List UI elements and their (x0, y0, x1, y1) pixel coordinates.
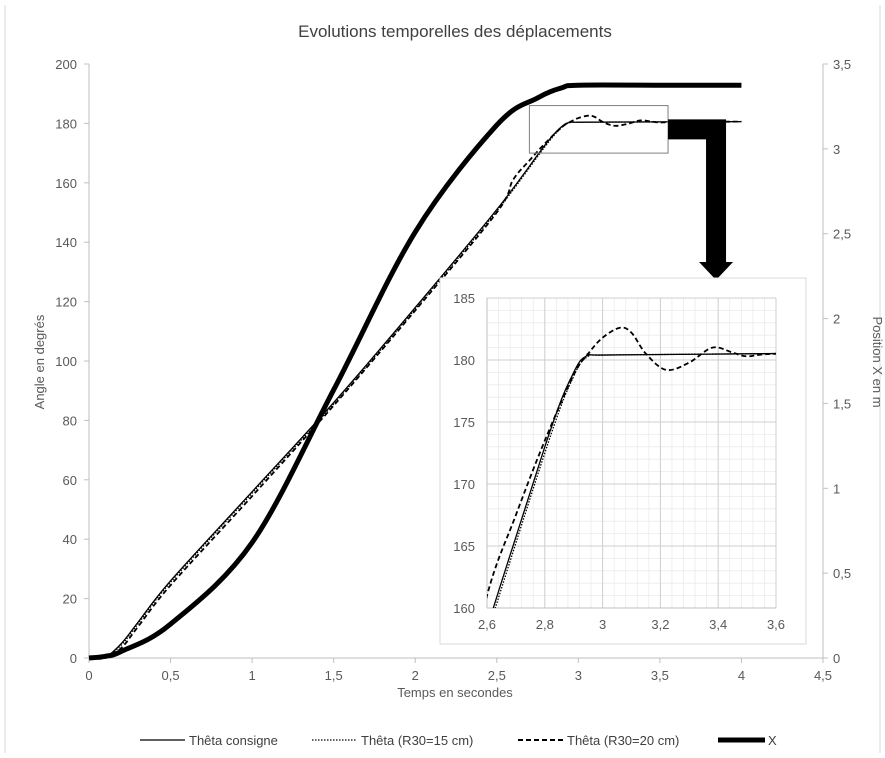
inset-x-tick-label: 2,6 (478, 617, 496, 632)
series-line-th-ta-consigne (88, 120, 742, 660)
plot-area: 0 0,5 1 1,5 2 2,5 3 3,5 4 4,502040608010012014016… (55, 57, 851, 683)
legend-label-x: X (768, 733, 777, 748)
inset-x-tick-label: 3,6 (767, 617, 785, 632)
legend-label-theta-r15: Thêta (R30=15 cm) (361, 733, 473, 748)
y2-tick-label: 3 (833, 142, 840, 157)
inset-x-tick-label: 3 (599, 617, 606, 632)
y-tick-label: 200 (55, 57, 77, 72)
y-tick-label: 40 (63, 532, 77, 547)
y2-tick-label: 1 (833, 481, 840, 496)
inset-y-tick-label: 170 (453, 477, 475, 492)
inset-y-tick-label: 185 (453, 291, 475, 306)
y2-tick-label: 2,5 (833, 227, 851, 242)
x-tick-label: 0 (85, 668, 92, 683)
y-tick-label: 160 (55, 176, 77, 191)
y-tick-label: 0 (70, 651, 77, 666)
x-tick-label: 1,5 (325, 668, 343, 683)
inset-x-tick-label: 2,8 (536, 617, 554, 632)
y2-tick-label: 2 (833, 312, 840, 327)
x-tick-label: 3 (575, 668, 582, 683)
y2-tick-label: 1,5 (833, 396, 851, 411)
x-axis-label: Temps en secondes (397, 685, 513, 700)
y-tick-label: 140 (55, 235, 77, 250)
x-tick-label: 2 (412, 668, 419, 683)
x-tick-label: 3,5 (651, 668, 669, 683)
inset-series-group (487, 326, 776, 608)
chart-title: Evolutions temporelles des déplacements (298, 22, 612, 41)
y2-tick-label: 0 (833, 651, 840, 666)
inset-x-tick-label: 3,2 (651, 617, 669, 632)
y-tick-label: 180 (55, 116, 77, 131)
series-line-x (88, 82, 742, 661)
y2-tick-label: 3,5 (833, 57, 851, 72)
y-axis-label: Angle en degrés (32, 314, 47, 409)
y-tick-label: 100 (55, 354, 77, 369)
inset-series-line-th-ta-r30-15-cm (494, 352, 776, 608)
inset-y-tick-label: 180 (453, 353, 475, 368)
inset-y-tick-label: 160 (453, 601, 475, 616)
inset-chart: 2,6 2,8 3 3,2 3,4 3,6 160 165 170 175 180 185 (439, 277, 807, 645)
series-group (88, 82, 742, 661)
x-tick-label: 1 (248, 668, 255, 683)
legend: Thêta consigne Thêta (R30=15 cm) Thêta (… (140, 733, 777, 748)
zoom-arrow-head (699, 262, 734, 280)
y2-tick-label: 0,5 (833, 566, 851, 581)
legend-label-theta-r20: Thêta (R30=20 cm) (567, 733, 679, 748)
y-tick-label: 20 (63, 592, 77, 607)
inset-y-tick-label: 175 (453, 415, 475, 430)
zoom-arrow-shaft (668, 119, 727, 262)
x-tick-label: 4 (738, 668, 745, 683)
y-tick-label: 80 (63, 413, 77, 428)
series-line-th-ta-r30-15-cm (88, 120, 742, 660)
inset-x-tick-label: 3,4 (709, 617, 727, 632)
series-line-th-ta-r30-20-cm (88, 114, 742, 660)
legend-label-theta-consigne: Thêta consigne (189, 733, 278, 748)
y-tick-label: 120 (55, 295, 77, 310)
zoom-arrow (668, 119, 734, 280)
x-tick-label: 2,5 (488, 668, 506, 683)
inset-y-tick-label: 165 (453, 539, 475, 554)
y-tick-label: 60 (63, 473, 77, 488)
x-tick-label: 4,5 (814, 668, 832, 683)
y2-axis-label: Position X en m (870, 316, 885, 407)
x-tick-label: 0,5 (162, 668, 180, 683)
inset-series-line-th-ta-r30-20-cm (487, 326, 776, 600)
inset-frame (439, 277, 807, 645)
